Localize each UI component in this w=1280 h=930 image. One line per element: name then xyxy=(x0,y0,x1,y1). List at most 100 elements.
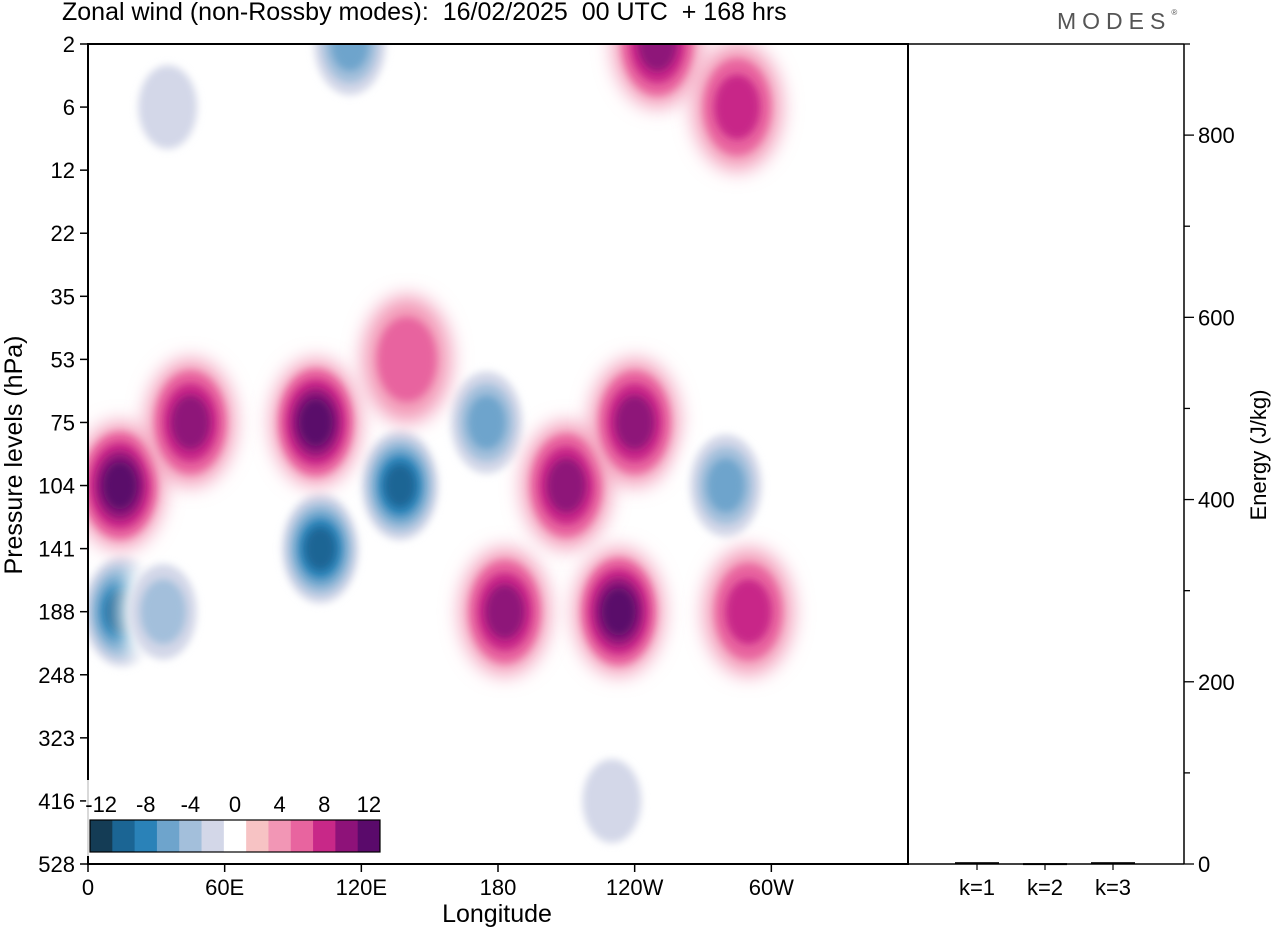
colorbar-label: 4 xyxy=(273,792,285,817)
contour-level xyxy=(706,458,745,513)
wind-feature xyxy=(146,359,235,486)
x-tick-label: 60W xyxy=(749,875,794,900)
contour-level xyxy=(103,461,137,510)
contour-level xyxy=(725,579,772,645)
wind-feature xyxy=(693,44,782,171)
y-tick-label: 141 xyxy=(38,537,75,562)
contour-level xyxy=(485,584,525,639)
x-tick-label: 60E xyxy=(205,875,244,900)
y-tick-label: 2 xyxy=(63,32,75,57)
wind-feature xyxy=(305,44,394,107)
colorbar-label: 0 xyxy=(229,792,241,817)
contour-level xyxy=(582,759,642,843)
wind-feature xyxy=(681,422,770,549)
colorbar-swatch xyxy=(156,820,180,852)
colorbar-swatch xyxy=(90,820,113,852)
x-tick-label: 120W xyxy=(606,875,664,900)
contour-level xyxy=(138,65,198,149)
contour-level xyxy=(714,74,761,140)
wind-feature xyxy=(123,44,212,171)
y-tick-label: 75 xyxy=(51,410,75,435)
contour-level xyxy=(547,458,586,513)
contour-level xyxy=(615,395,654,450)
y-tick-label: 35 xyxy=(51,284,75,309)
wind-feature xyxy=(567,737,656,864)
colorbar-swatch xyxy=(223,820,247,852)
wind-feature xyxy=(362,296,451,423)
y-tick-label: 323 xyxy=(38,726,75,751)
y-tick-label: 416 xyxy=(38,789,75,814)
colorbar-border xyxy=(89,819,381,853)
contour-level xyxy=(171,395,210,450)
energy-tick-label: 600 xyxy=(1198,305,1235,330)
contour-level xyxy=(330,44,370,72)
y-tick-label: 104 xyxy=(38,474,75,499)
colorbar-swatch xyxy=(112,820,136,852)
wind-feature xyxy=(442,359,531,486)
energy-category-label: k=3 xyxy=(1095,875,1131,900)
modes-logo: MODES® xyxy=(1057,8,1178,34)
contour-level xyxy=(384,464,416,507)
y-tick-label: 528 xyxy=(38,852,75,877)
energy-category-label: k=1 xyxy=(959,875,995,900)
wind-feature xyxy=(276,485,365,612)
colorbar-swatch xyxy=(201,820,225,852)
wind-feature xyxy=(574,548,663,675)
y-tick-label: 188 xyxy=(38,600,75,625)
wind-feature xyxy=(522,422,611,549)
contour-level xyxy=(140,579,187,645)
colorbar-swatch xyxy=(357,820,381,852)
x-tick-label: 180 xyxy=(480,875,517,900)
wind-feature xyxy=(271,359,360,486)
x-tick-label: 120E xyxy=(336,875,387,900)
energy-tick-label: 200 xyxy=(1198,670,1235,695)
wind-feature xyxy=(704,548,793,675)
y-tick-label: 248 xyxy=(38,663,75,688)
contour-level xyxy=(298,398,333,447)
energy-bar xyxy=(1091,862,1135,865)
wind-feature xyxy=(613,44,702,107)
contour-level xyxy=(377,317,437,402)
energy-tick-label: 0 xyxy=(1198,852,1210,877)
colorbar-swatch xyxy=(246,820,269,852)
x-tick-label: 0 xyxy=(82,875,94,900)
energy-tick-label: 400 xyxy=(1198,488,1235,513)
x-axis-ticks: 0 60E 120E 180 120W 60W xyxy=(82,864,794,900)
wind-feature xyxy=(356,422,445,549)
colorbar-swatch xyxy=(290,820,314,852)
colorbar-swatch xyxy=(134,820,158,852)
colorbar-label: -12 xyxy=(85,792,117,817)
y-tick-label: 12 xyxy=(51,158,75,183)
y-axis-ticks: 2 6 12 22 35 53 75 104 141 188 248 323 416 528 xyxy=(38,32,88,877)
wind-feature xyxy=(88,422,164,549)
wind-feature xyxy=(460,548,549,675)
colorbar-label: 8 xyxy=(318,792,330,817)
energy-tick-label: 800 xyxy=(1198,123,1235,148)
chart-title: Zonal wind (non-Rossby modes): 16/02/202… xyxy=(62,0,787,26)
wind-feature xyxy=(590,359,679,486)
contour-level xyxy=(467,395,506,450)
wind-feature xyxy=(119,548,208,675)
colorbar-label: 12 xyxy=(357,792,381,817)
energy-axis-label: Energy (J/kg) xyxy=(1246,390,1271,521)
colorbar-swatch xyxy=(179,820,203,852)
colorbar-swatch xyxy=(313,820,336,852)
x-axis-label: Longitude xyxy=(442,900,552,928)
colorbar-label: -4 xyxy=(181,792,201,817)
y-axis-label: Pressure levels (hPa) xyxy=(0,336,28,575)
colorbar-label: -8 xyxy=(136,792,156,817)
zonal-wind-field xyxy=(88,44,793,864)
colorbar-swatch xyxy=(335,820,359,852)
energy-bar-panel: 0 200 400 600 800 k=1 k=2 k=3 xyxy=(908,43,1235,900)
y-tick-label: 53 xyxy=(51,347,75,372)
contour-level xyxy=(601,587,636,636)
energy-bar xyxy=(955,862,999,865)
contour-level xyxy=(305,527,336,570)
contour-level xyxy=(638,44,677,72)
energy-category-label: k=2 xyxy=(1027,875,1063,900)
colorbar-legend: -12 -8 -4 0 4 8 12 xyxy=(85,780,384,856)
y-tick-label: 6 xyxy=(63,95,75,120)
y-tick-label: 22 xyxy=(51,221,75,246)
colorbar-swatch xyxy=(268,820,292,852)
